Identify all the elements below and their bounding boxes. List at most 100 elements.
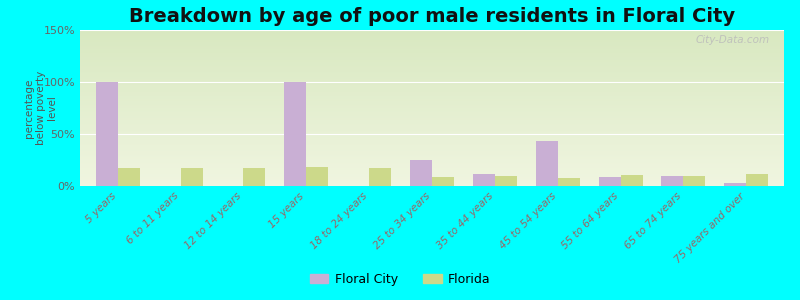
Bar: [80, 159, 784, 160]
Bar: [80, 177, 784, 178]
Bar: [80, 79, 784, 80]
Bar: [80, 30, 784, 31]
Bar: [80, 48, 784, 49]
Bar: [80, 112, 784, 113]
Bar: [80, 165, 784, 166]
Bar: [369, 168, 391, 186]
Bar: [80, 40, 784, 41]
Bar: [724, 183, 746, 186]
Bar: [80, 41, 784, 42]
Bar: [80, 89, 784, 90]
Bar: [80, 70, 784, 71]
Bar: [80, 69, 784, 70]
Bar: [536, 141, 558, 186]
Bar: [621, 175, 642, 186]
Bar: [80, 111, 784, 112]
Bar: [80, 176, 784, 177]
Bar: [80, 93, 784, 94]
Bar: [80, 184, 784, 185]
Bar: [80, 34, 784, 35]
Bar: [80, 135, 784, 136]
Bar: [80, 85, 784, 86]
Bar: [80, 90, 784, 91]
Bar: [80, 131, 784, 132]
Bar: [80, 169, 784, 170]
Bar: [80, 83, 784, 84]
Bar: [80, 138, 784, 139]
Bar: [80, 37, 784, 38]
Bar: [80, 174, 784, 175]
Bar: [80, 137, 784, 138]
Bar: [80, 71, 784, 72]
Bar: [80, 107, 784, 108]
Bar: [80, 175, 784, 176]
Bar: [80, 57, 784, 58]
Bar: [80, 149, 784, 150]
Bar: [80, 102, 784, 103]
Bar: [80, 146, 784, 147]
Bar: [80, 126, 784, 127]
Bar: [80, 67, 784, 68]
Bar: [495, 176, 517, 186]
Bar: [80, 157, 784, 158]
Bar: [80, 100, 784, 101]
Bar: [80, 163, 784, 164]
Bar: [80, 99, 784, 100]
Bar: [80, 78, 784, 79]
Bar: [80, 117, 784, 118]
Bar: [80, 35, 784, 36]
Bar: [80, 113, 784, 114]
Bar: [80, 68, 784, 69]
Bar: [80, 142, 784, 143]
Bar: [80, 31, 784, 32]
Bar: [80, 84, 784, 85]
Bar: [80, 44, 784, 45]
Bar: [80, 75, 784, 76]
Bar: [80, 73, 784, 74]
Bar: [80, 87, 784, 88]
Bar: [80, 140, 784, 141]
Bar: [80, 143, 784, 144]
Bar: [80, 47, 784, 48]
Legend: Floral City, Florida: Floral City, Florida: [305, 268, 495, 291]
Bar: [80, 129, 784, 130]
Bar: [80, 170, 784, 171]
Bar: [80, 182, 784, 183]
Bar: [80, 166, 784, 167]
Bar: [80, 164, 784, 165]
Bar: [80, 110, 784, 111]
Bar: [80, 98, 784, 99]
Bar: [80, 85, 784, 86]
Bar: [80, 180, 784, 181]
Bar: [80, 115, 784, 116]
Bar: [181, 168, 202, 186]
Bar: [80, 118, 784, 119]
Bar: [80, 45, 784, 46]
Bar: [80, 125, 784, 126]
Bar: [80, 94, 784, 95]
Bar: [80, 104, 784, 105]
Bar: [473, 173, 495, 186]
Bar: [662, 176, 683, 186]
Bar: [80, 88, 784, 89]
Bar: [80, 133, 784, 134]
Bar: [80, 144, 784, 145]
Bar: [80, 154, 784, 155]
Y-axis label: percentage
below poverty
level: percentage below poverty level: [24, 71, 58, 145]
Bar: [80, 53, 784, 54]
Bar: [80, 150, 784, 151]
Bar: [80, 56, 784, 57]
Bar: [80, 39, 784, 40]
Bar: [80, 153, 784, 154]
Bar: [80, 72, 784, 73]
Bar: [80, 108, 784, 109]
Bar: [80, 58, 784, 59]
Bar: [80, 49, 784, 50]
Bar: [306, 167, 328, 186]
Bar: [80, 55, 784, 56]
Bar: [598, 177, 621, 186]
Bar: [80, 59, 784, 60]
Bar: [80, 172, 784, 173]
Text: City-Data.com: City-Data.com: [696, 35, 770, 45]
Bar: [80, 97, 784, 98]
